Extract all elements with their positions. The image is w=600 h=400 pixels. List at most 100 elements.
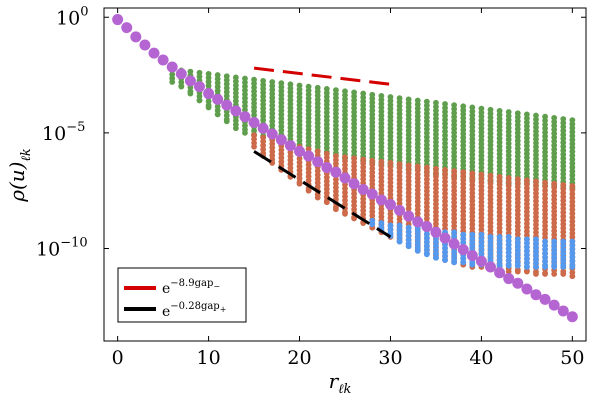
- data-point: [321, 162, 333, 174]
- data-point: [514, 262, 521, 269]
- data-point: [533, 264, 539, 270]
- data-point: [569, 273, 576, 280]
- data-point: [139, 39, 151, 51]
- data-point: [403, 210, 415, 222]
- data-point: [312, 156, 324, 168]
- data-point: [184, 75, 196, 87]
- data-point: [539, 293, 551, 305]
- data-point: [196, 97, 203, 104]
- data-point: [296, 180, 303, 187]
- data-point: [557, 305, 569, 317]
- data-point: [439, 232, 451, 244]
- data-point: [339, 172, 351, 184]
- data-point: [430, 226, 442, 238]
- data-point: [433, 254, 439, 261]
- data-point: [494, 267, 506, 279]
- reference-line: [253, 150, 392, 239]
- data-point: [457, 244, 469, 256]
- data-point: [342, 210, 348, 217]
- data-point: [523, 264, 530, 270]
- data-point: [121, 22, 133, 34]
- data-point: [175, 68, 187, 80]
- data-point: [423, 251, 430, 258]
- data-point: [314, 194, 321, 201]
- data-point: [414, 247, 421, 254]
- data-point: [421, 221, 433, 233]
- series-layer: [112, 14, 578, 323]
- data-point: [384, 199, 396, 211]
- reference-line: [253, 66, 391, 86]
- data-point: [187, 90, 194, 97]
- data-point: [223, 118, 230, 125]
- data-point: [405, 243, 412, 250]
- x-tick-label: 40: [469, 347, 493, 369]
- data-point: [466, 249, 478, 261]
- data-point: [560, 271, 567, 277]
- axis-ticks: 0 10 20 30 40 50 100 10−5 10−10: [36, 4, 586, 369]
- y-tick-label: 10−5: [42, 120, 85, 145]
- data-point: [566, 311, 578, 323]
- data-point: [266, 128, 278, 140]
- data-point: [412, 216, 424, 228]
- data-point: [178, 83, 185, 90]
- data-point: [451, 259, 458, 266]
- data-point: [505, 268, 512, 275]
- data-point: [239, 111, 251, 123]
- data-point: [475, 255, 487, 267]
- data-point: [569, 264, 576, 270]
- data-point: [496, 262, 503, 269]
- data-point: [551, 264, 558, 270]
- data-point: [375, 194, 387, 206]
- legend-label-red: e−8.9gap−: [162, 278, 220, 297]
- data-point: [394, 204, 406, 216]
- data-point: [248, 116, 260, 128]
- legend-box: [117, 267, 247, 323]
- legend: e−8.9gap− e−0.28gap+: [117, 267, 247, 323]
- data-point: [551, 271, 558, 277]
- legend-label-black: e−0.28gap+: [162, 301, 226, 320]
- data-point: [303, 150, 315, 162]
- data-point: [560, 264, 567, 270]
- data-point: [275, 134, 287, 146]
- data-point: [485, 261, 497, 273]
- data-point: [221, 99, 233, 111]
- data-point: [214, 111, 221, 118]
- data-point: [514, 268, 521, 275]
- data-point: [369, 221, 376, 228]
- data-point: [366, 188, 378, 200]
- data-point: [257, 122, 269, 134]
- series-3: [112, 14, 578, 323]
- data-point: [193, 81, 205, 93]
- data-point: [523, 268, 530, 275]
- data-point: [351, 215, 357, 222]
- data-point: [469, 261, 476, 268]
- data-point: [333, 206, 339, 213]
- data-point: [205, 104, 212, 111]
- data-point: [448, 238, 460, 250]
- data-point: [251, 143, 257, 150]
- data-point: [396, 238, 403, 245]
- data-point: [305, 187, 312, 194]
- data-point: [284, 140, 296, 152]
- data-point: [542, 271, 548, 277]
- x-tick-label: 50: [560, 347, 584, 369]
- data-point: [294, 145, 306, 157]
- data-point: [548, 299, 560, 311]
- data-point: [112, 14, 124, 26]
- x-tick-label: 20: [287, 347, 311, 369]
- data-point: [442, 257, 448, 263]
- data-point: [203, 88, 215, 100]
- data-point: [157, 54, 169, 66]
- data-point: [166, 61, 178, 73]
- y-axis-label: ρ(u)ℓk: [5, 148, 34, 203]
- data-point: [130, 31, 142, 43]
- plot-frame: [103, 7, 587, 342]
- svg-text:ρ(u)ℓk: ρ(u)ℓk: [5, 148, 34, 203]
- y-tick-label: 100: [56, 4, 88, 29]
- data-point: [232, 125, 239, 132]
- data-point: [521, 283, 533, 295]
- x-axis-label: rℓk: [329, 369, 352, 397]
- data-point: [503, 273, 515, 285]
- data-point: [323, 199, 330, 206]
